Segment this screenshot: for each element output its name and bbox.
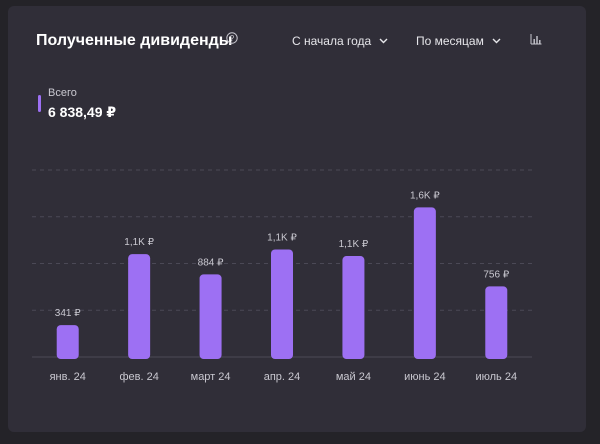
total-value: 6 838,49 ₽	[48, 104, 117, 120]
period-dropdown-label: С начала года	[292, 34, 372, 48]
dividends-card: Полученные дивиденды ? С начала года По …	[8, 6, 586, 432]
bar-value-label: 1,1K ₽	[339, 239, 369, 250]
period-dropdown[interactable]: С начала года	[292, 34, 388, 48]
widget-title: Полученные дивиденды	[36, 32, 233, 49]
x-tick-label: май 24	[336, 371, 371, 383]
x-tick-label: июль 24	[475, 371, 517, 383]
x-tick-label: март 24	[191, 371, 231, 383]
bar-value-label: 884 ₽	[198, 257, 224, 268]
svg-text:?: ?	[230, 34, 235, 43]
chevron-down-icon	[492, 38, 501, 44]
x-tick-label: июнь 24	[404, 371, 446, 383]
chart-bar[interactable]	[128, 254, 151, 359]
help-icon[interactable]: ?	[226, 32, 238, 44]
bar-value-label: 1,1K ₽	[124, 237, 154, 248]
bar-value-label: 341 ₽	[55, 308, 81, 319]
chart-bar[interactable]	[56, 325, 79, 359]
chart-bar[interactable]	[271, 249, 293, 359]
grouping-dropdown[interactable]: По месяцам	[416, 34, 501, 48]
chart-bar[interactable]	[342, 256, 365, 359]
grouping-dropdown-label: По месяцам	[416, 34, 484, 48]
legend-label: Всего	[48, 87, 77, 99]
dividends-bar-chart: 341 ₽ янв. 24 1,1K ₽ фев. 24 884 ₽ март 24 1,1…	[32, 169, 532, 383]
x-tick-label: янв. 24	[50, 371, 86, 383]
bar-value-label: 1,6K ₽	[410, 190, 440, 201]
bar-value-label: 1,1K ₽	[267, 232, 297, 243]
legend-swatch	[38, 95, 41, 112]
chart-bar[interactable]	[199, 274, 222, 359]
chevron-down-icon	[379, 38, 388, 44]
x-tick-label: апр. 24	[264, 371, 301, 383]
bar-value-label: 756 ₽	[483, 269, 509, 280]
chart-bar[interactable]	[413, 207, 436, 359]
x-tick-label: фев. 24	[119, 371, 158, 383]
chart-bar[interactable]	[485, 286, 508, 359]
bar-chart-icon[interactable]	[530, 33, 542, 45]
